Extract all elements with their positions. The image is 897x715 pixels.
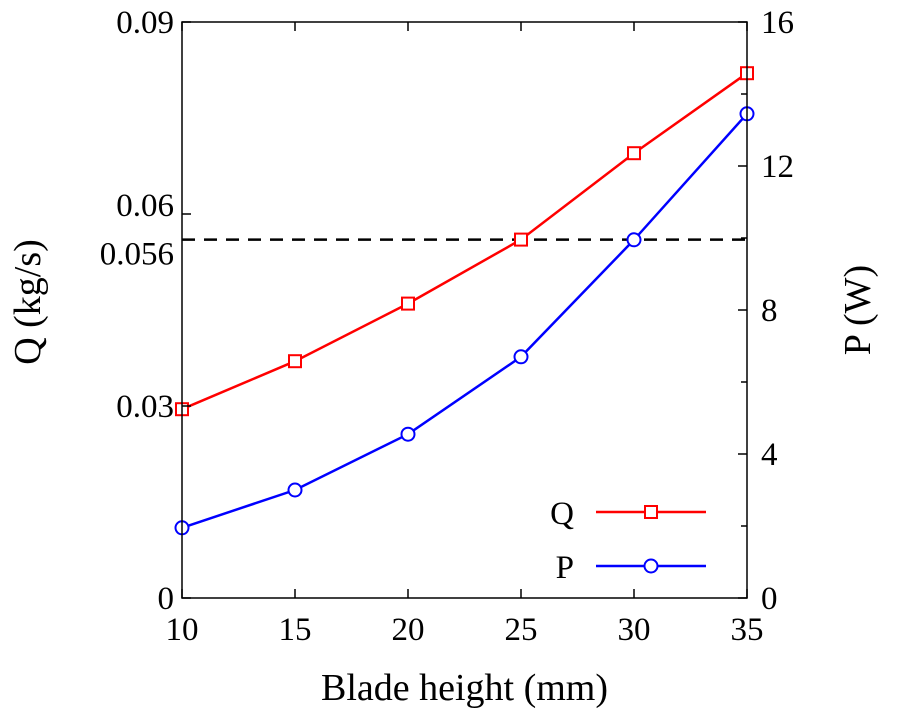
y-left-tick-label: 0.06 <box>116 188 174 224</box>
y-right-tick-label: 0 <box>761 581 778 617</box>
y-right-tick-label: 4 <box>761 437 778 473</box>
data-point-q <box>514 232 528 247</box>
series-q <box>175 66 754 417</box>
data-point-p <box>626 232 642 248</box>
y-right-tick-label: 8 <box>761 293 778 329</box>
y-left-tick-label: 0.09 <box>116 5 174 41</box>
x-tick-label: 15 <box>279 612 312 648</box>
y-axis-left-title: Q (kg/s) <box>7 239 49 365</box>
data-point-q <box>627 146 641 161</box>
x-tick-label: 25 <box>505 612 538 648</box>
series-line-q <box>181 72 748 411</box>
legend-label-q: Q <box>550 496 574 532</box>
x-tick-label: 30 <box>618 612 651 648</box>
x-axis-title: Blade height (mm) <box>321 667 608 709</box>
ticks-layer <box>181 21 748 599</box>
legend-marker-p <box>643 558 659 574</box>
data-point-p <box>287 482 303 498</box>
data-point-q <box>288 354 302 369</box>
y-right-tick-label: 12 <box>761 149 794 185</box>
data-point-p <box>513 349 529 365</box>
data-point-p <box>400 426 416 442</box>
y-axis-right-title: P (W) <box>837 265 879 355</box>
y-left-tick-label: 0.056 <box>100 237 174 273</box>
x-tick-label: 35 <box>731 612 764 648</box>
data-point-q <box>401 296 415 311</box>
x-tick-label: 10 <box>166 612 199 648</box>
y-left-tick-label: 0 <box>158 581 175 617</box>
y-left-tick-label: 0.03 <box>116 389 174 425</box>
x-tick-label: 20 <box>392 612 425 648</box>
legend: QP <box>550 496 706 586</box>
legend-marker-q <box>644 505 658 519</box>
y-right-tick-label: 16 <box>761 5 794 41</box>
legend-label-p: P <box>556 550 574 586</box>
series-line-p <box>181 112 748 529</box>
